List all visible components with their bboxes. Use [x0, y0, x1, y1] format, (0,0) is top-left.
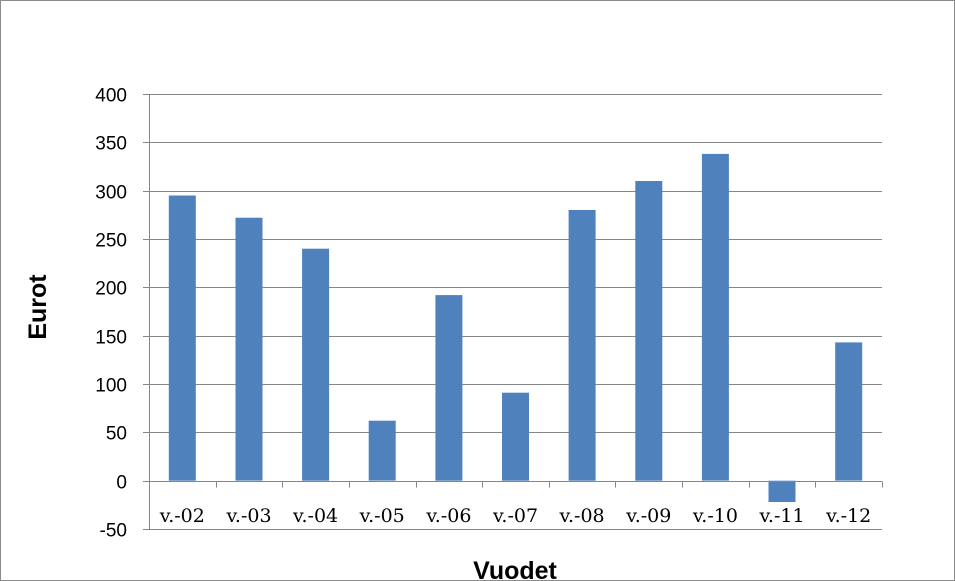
bar [302, 248, 330, 481]
x-tick-label: v.-03 [225, 505, 271, 527]
bar [168, 195, 196, 481]
bar [635, 181, 663, 481]
bar [701, 153, 729, 481]
x-tick-label: v.-09 [625, 505, 671, 527]
bar [835, 342, 863, 481]
x-tick-label: v.-12 [825, 505, 871, 527]
y-tick-label: 300 [95, 183, 127, 204]
y-tick-label: 50 [106, 424, 127, 445]
x-tick-label: v.-02 [159, 505, 205, 527]
x-tick-label: v.-07 [492, 505, 538, 527]
y-axis-ticks: 400 350 300 250 200 150 100 50 0 -50 [95, 86, 127, 542]
x-tick-label: v.-11 [758, 505, 804, 527]
bar [435, 295, 463, 481]
y-tick-label: 100 [95, 376, 127, 397]
y-tick-label: -50 [100, 521, 127, 542]
x-tick-label: v.-06 [425, 505, 471, 527]
x-axis-ticks: v.-02 v.-03 v.-04 v.-05 v.-06 v.-07 v.-08 v.-09… [149, 481, 883, 527]
y-tick-label: 350 [95, 134, 127, 155]
x-axis-title: Vuodet [473, 557, 557, 581]
bar [568, 210, 596, 481]
bar [768, 480, 796, 502]
bar [502, 392, 529, 481]
x-tick-label: v.-05 [359, 505, 405, 527]
y-tick-label: 150 [95, 328, 127, 349]
x-tick-label: v.-08 [559, 505, 605, 527]
x-tick-label: v.-04 [292, 505, 338, 527]
x-tick-label: v.-10 [692, 505, 738, 527]
bar [368, 420, 396, 481]
y-tick-label: 250 [95, 231, 127, 252]
y-tick-label: 200 [95, 279, 127, 300]
y-tick-label: 400 [95, 86, 127, 107]
y-axis-title: Eurot [24, 274, 52, 340]
bars [168, 153, 863, 502]
y-tick-label: 0 [116, 473, 127, 494]
bar [235, 217, 263, 481]
